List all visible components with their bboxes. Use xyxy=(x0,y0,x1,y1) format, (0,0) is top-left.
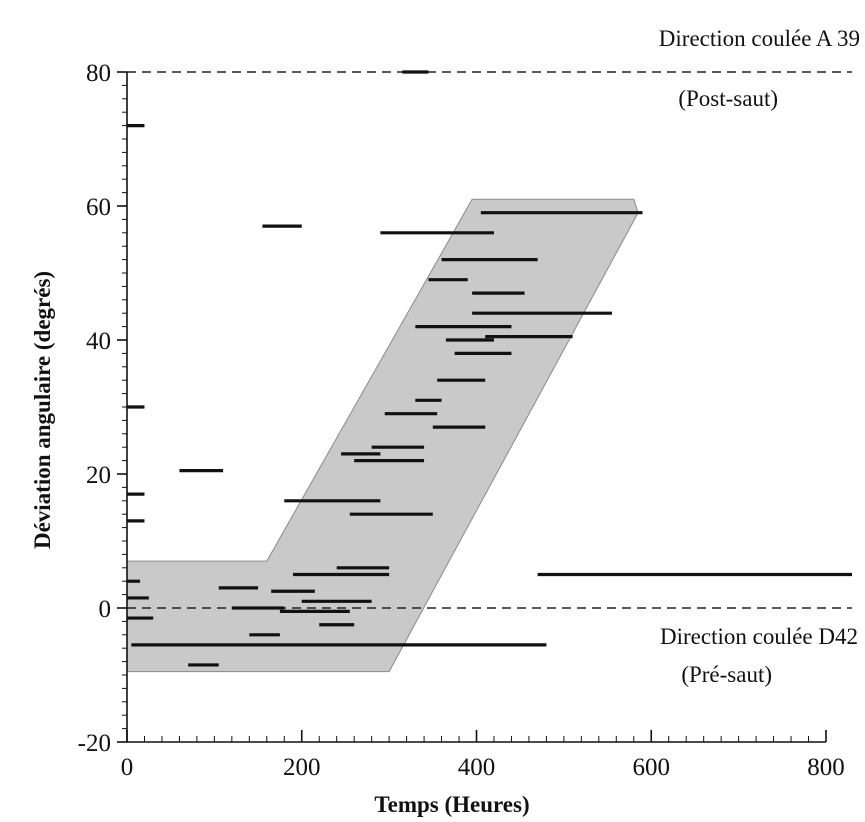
x-tick-label: 600 xyxy=(633,754,671,781)
y-tick-label: -20 xyxy=(78,730,111,757)
y-tick-label: 80 xyxy=(86,60,111,87)
annotation-pre-phase: (Pré-saut) xyxy=(681,662,772,687)
y-tick-label: 20 xyxy=(86,462,111,489)
y-axis-title: Déviation angulaire (degrés) xyxy=(30,271,55,549)
x-tick-label: 0 xyxy=(121,754,134,781)
y-tick-label: 60 xyxy=(86,194,111,221)
x-tick-label: 400 xyxy=(458,754,496,781)
x-tick-label: 800 xyxy=(807,754,845,781)
segments-layer xyxy=(127,70,852,667)
shaded-band xyxy=(126,198,639,673)
annotation-post-direction: Direction coulée A 39 xyxy=(659,26,860,51)
y-tick-label: 40 xyxy=(86,328,111,355)
shaded-band-layer xyxy=(126,198,639,673)
y-tick-label: 0 xyxy=(99,596,112,623)
annotation-post-phase: (Post-saut) xyxy=(678,86,778,111)
x-tick-label: 200 xyxy=(283,754,321,781)
annotation-pre-direction: Direction coulée D42 xyxy=(660,624,858,649)
x-axis-title: Temps (Heures) xyxy=(374,792,529,817)
